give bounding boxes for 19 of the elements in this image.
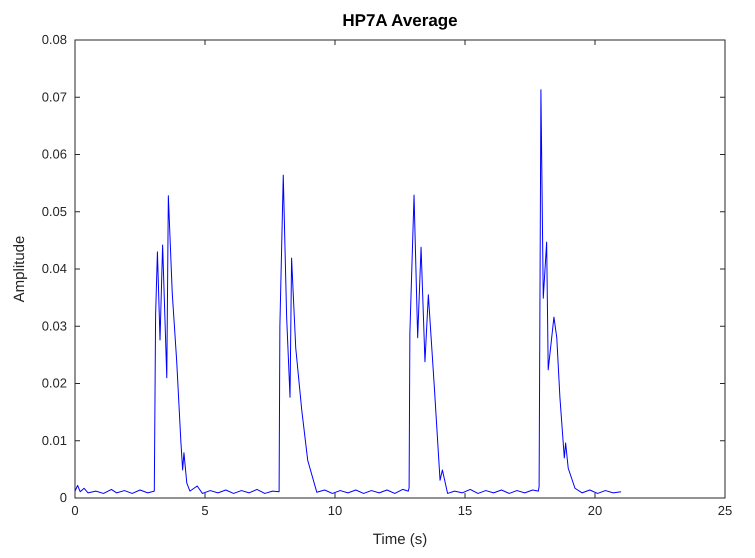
y-tick-label: 0.08 <box>42 32 67 48</box>
chart-title: HP7A Average <box>342 11 458 30</box>
y-tick-label: 0.07 <box>42 89 67 104</box>
y-axis-title: Amplitude <box>11 236 28 302</box>
y-tick-label: 0 <box>60 490 67 506</box>
x-tick-label: 25 <box>718 503 732 518</box>
y-tick-label: 0.01 <box>42 432 67 448</box>
y-tick-label: 0.03 <box>42 318 67 334</box>
x-tick-label: 15 <box>458 503 472 518</box>
line-series <box>74 89 622 494</box>
x-axis-title: Time (s) <box>372 531 428 548</box>
x-tick-label: 5 <box>201 503 209 518</box>
y-tick-label: 0.05 <box>42 204 67 219</box>
x-tick-label: 0 <box>71 503 79 518</box>
x-tick-label: 10 <box>328 503 342 518</box>
x-tick-label: 20 <box>588 503 602 518</box>
y-tick-label: 0.02 <box>42 376 67 391</box>
y-tick-label: 0.06 <box>42 146 67 162</box>
y-tick-label: 0.04 <box>42 261 67 276</box>
